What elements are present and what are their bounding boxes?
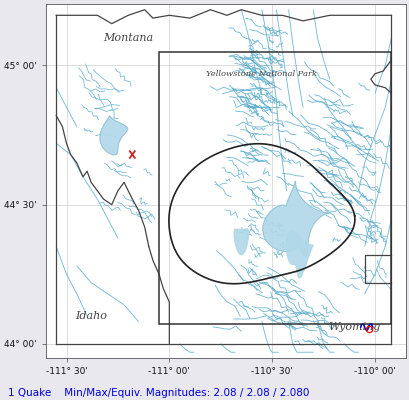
- Text: Yellowstone National Park: Yellowstone National Park: [206, 70, 317, 78]
- Bar: [159, 52, 391, 324]
- Polygon shape: [285, 232, 312, 278]
- Text: Idaho: Idaho: [75, 311, 107, 321]
- Polygon shape: [100, 116, 127, 155]
- Text: Wyoming: Wyoming: [328, 322, 380, 332]
- Polygon shape: [234, 229, 248, 255]
- Text: 1 Quake    Min/Max/Equiv. Magnitudes: 2.08 / 2.08 / 2.080: 1 Quake Min/Max/Equiv. Magnitudes: 2.08 …: [8, 388, 309, 398]
- Polygon shape: [262, 181, 330, 256]
- Text: Montana: Montana: [103, 32, 153, 42]
